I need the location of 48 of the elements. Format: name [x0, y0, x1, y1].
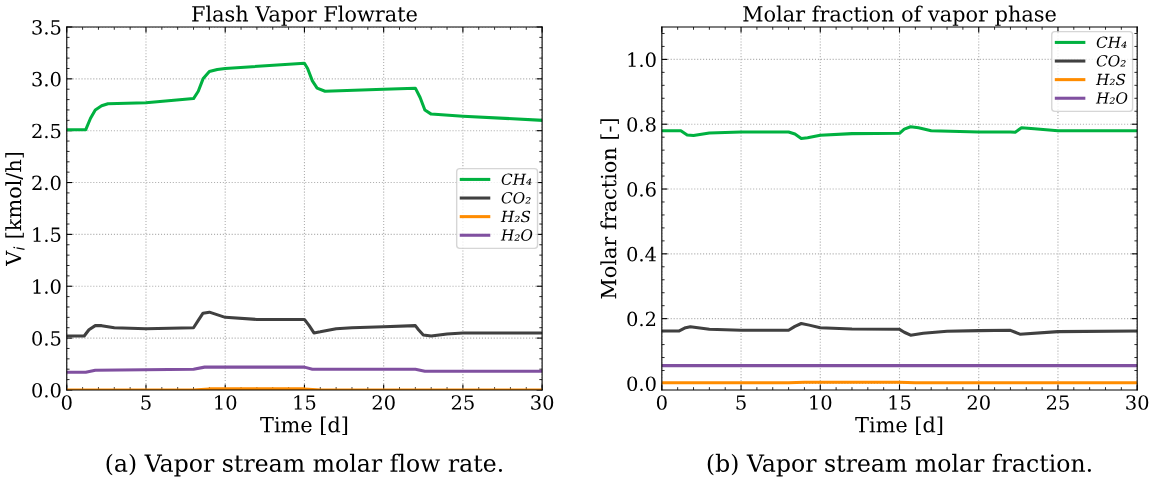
line-series [66, 310, 543, 338]
x-tick-label: 10 [810, 395, 832, 410]
x-tick-label: 15 [889, 395, 911, 410]
y-tick-label: 3.0 [32, 71, 61, 87]
y-tick-label: 2.5 [32, 123, 61, 139]
legend-label: CO₂ [501, 192, 531, 204]
line-series [661, 125, 1138, 140]
y-tick-label: 0.8 [627, 117, 656, 132]
y-tick-label: 0.6 [627, 181, 656, 197]
x-tick-label: 30 [531, 395, 554, 410]
x-tick-label: 0 [656, 395, 667, 410]
y-tick-label: 0.2 [627, 311, 656, 327]
x-tick-label: 15 [294, 395, 316, 410]
legend-label: H₂S [1095, 73, 1126, 86]
chart-title: Molar fraction of vapor phase [743, 5, 1056, 26]
text: (a) Vapor stream molar flow rate. [106, 453, 502, 477]
text: (b) Vapor stream molar fraction. [707, 453, 1091, 477]
chart-title: Flash Vapor Flowrate [192, 5, 417, 26]
legend-label: CH₄ [501, 173, 532, 185]
x-tick-label: 5 [141, 395, 151, 410]
x-tick-label: 25 [451, 395, 474, 410]
y-tick-label: 0.5 [32, 331, 61, 346]
x-axis-title: Time [d] [855, 416, 943, 435]
x-tick-label: 5 [736, 395, 746, 410]
y-tick-label: 1.0 [628, 52, 656, 68]
x-tick-label: 20 [967, 395, 990, 410]
legend-label: CH₄ [1096, 36, 1127, 48]
x-tick-label: 30 [1126, 395, 1149, 410]
line-series [661, 321, 1138, 337]
x-tick-label: 20 [372, 395, 395, 410]
y-tick-label: 0.0 [32, 382, 61, 398]
x-tick-label: 10 [215, 395, 237, 410]
y-tick-label: 3.5 [32, 19, 61, 35]
y-tick-label: 0.0 [627, 376, 656, 392]
legend-label: H₂O [500, 229, 533, 241]
legend-label: CO₂ [1096, 55, 1126, 67]
legend-label: H₂S [500, 210, 531, 223]
y-tick-label: 0.4 [627, 246, 656, 262]
x-tick-label: 0 [61, 395, 72, 410]
y-tick-label: 1.5 [33, 227, 61, 243]
x-tick-label: 25 [1046, 395, 1069, 410]
y-axis-title: V$_{i}$ [kmol/h] [5, 152, 25, 267]
y-axis-title: Molar fraction [-] [600, 119, 619, 299]
y-tick-label: 1.0 [33, 279, 61, 294]
x-axis-title: Time [d] [260, 416, 348, 435]
legend-label: H₂O [1095, 92, 1128, 104]
line-series [66, 61, 543, 132]
y-tick-label: 2.0 [32, 175, 61, 191]
